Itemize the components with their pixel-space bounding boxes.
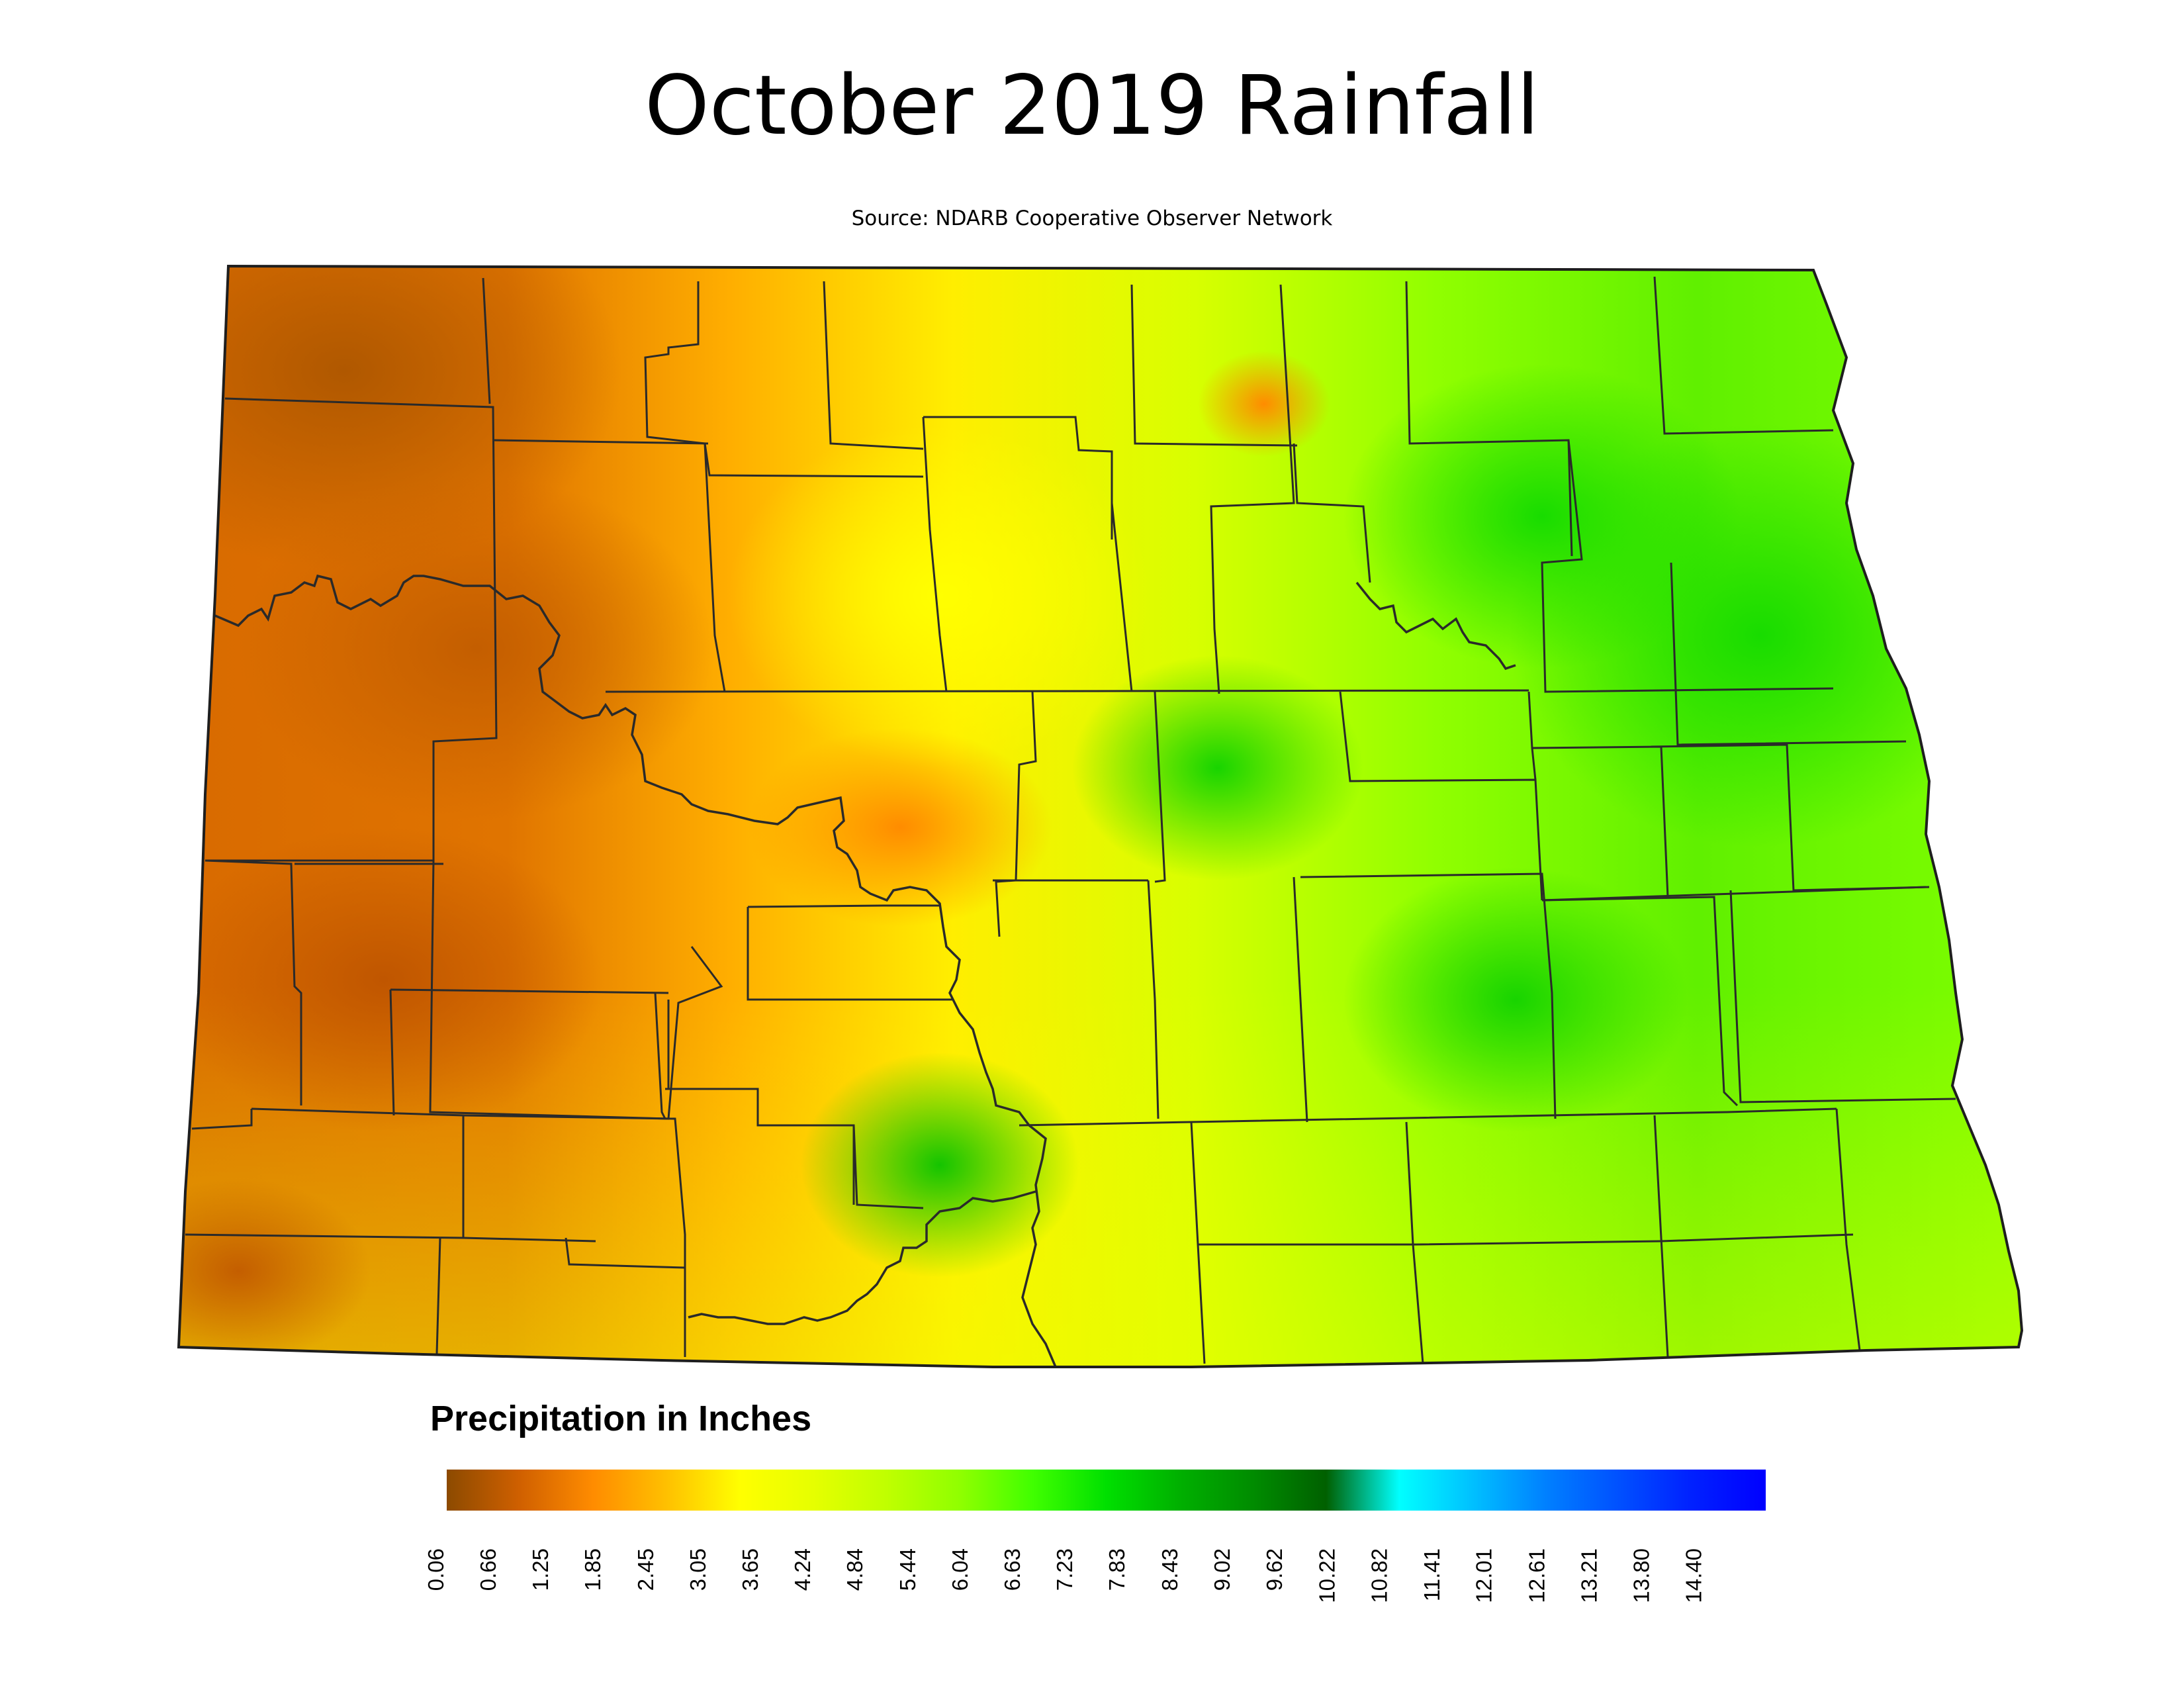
legend-tick-text: 8.43 [1157,1548,1182,1591]
legend-colorbar [447,1470,1766,1511]
legend-tick-text: 4.84 [842,1548,868,1591]
map-title: October 2019 Rainfall [645,58,1539,154]
legend-tick-text: 10.82 [1367,1548,1392,1603]
yellow-band-north-central [728,424,1152,768]
legend-tick-text: 13.21 [1576,1548,1602,1603]
wet-area-east-central [1343,867,1688,1132]
county-boundaries [185,276,1956,1364]
wet-spot-south-central [801,1053,1079,1278]
map-subtitle: Source: NDARB Cooperative Observer Netwo… [851,207,1333,230]
legend-tick-text: 14.40 [1681,1548,1706,1603]
legend-tick-text: 3.65 [738,1548,763,1591]
legend-tick-text: 4.24 [790,1548,815,1591]
dry-spot-central [748,728,1052,927]
dry-area-far-southwest [179,1178,371,1364]
legend-tick-text: 12.61 [1524,1548,1549,1603]
legend-tick-text: 6.63 [1000,1548,1025,1591]
legend-tick-text: 7.83 [1105,1548,1130,1591]
legend-tick-text: 13.80 [1629,1548,1654,1603]
dry-area-west [238,477,715,821]
legend-tick-text: 1.85 [580,1548,606,1591]
legend-tick-text: 0.06 [424,1548,448,1591]
legend-tick-text: 7.23 [1052,1548,1077,1591]
legend-tick-text: 9.62 [1262,1548,1287,1591]
legend-tick-text: 9.02 [1210,1548,1234,1591]
rainfall-surface [179,266,2022,1367]
state-outline [177,264,2024,1368]
legend-tick-text: 3.05 [686,1548,710,1591]
dry-spot-north [1198,351,1330,457]
wet-area-north [1343,364,1741,669]
legend-tick-text: 0.66 [476,1548,501,1591]
legend-tick-text: 2.45 [633,1548,658,1591]
legend-tick-text: 10.22 [1314,1548,1340,1603]
legend-tick-text: 11.41 [1419,1548,1444,1602]
wet-area-central [1072,655,1363,880]
legend-tick-text: 12.01 [1472,1548,1496,1603]
legend-title: Precipitation in Inches [430,1399,812,1438]
river-boundaries [214,574,1516,1368]
dry-area-southwest [179,827,602,1132]
legend-tick-text: 5.44 [895,1548,920,1591]
legend-tick-text: 6.04 [948,1548,972,1591]
legend-tick-text: 1.25 [528,1548,553,1591]
